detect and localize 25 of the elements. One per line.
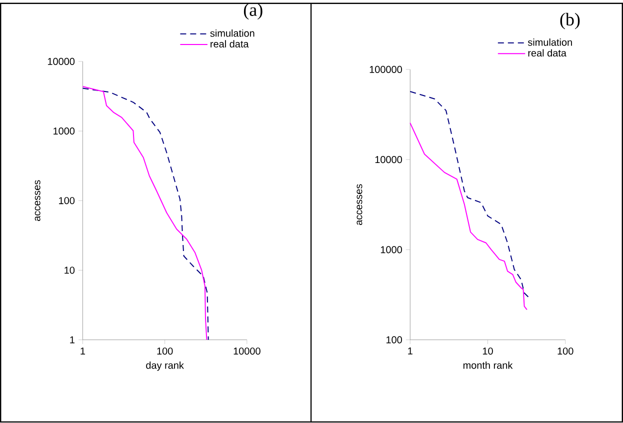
chart-title: (b) — [560, 13, 580, 30]
x-axis-title: month rank — [463, 362, 513, 370]
x-axis-title: day rank — [146, 362, 184, 372]
y-tick-label: 100 — [386, 336, 402, 344]
x-tick-label: 1 — [80, 348, 86, 355]
y-axis-title: accesses — [34, 180, 40, 222]
y-tick-label: 1000 — [54, 128, 75, 135]
x-tick-label: 1 — [408, 348, 412, 355]
y-tick-label: 1 — [70, 336, 74, 344]
chart-title: (a) — [244, 4, 262, 20]
x-tick-label: 10 — [482, 348, 493, 355]
x-tick-label: 100 — [157, 348, 173, 355]
y-axis-title: accesses — [356, 184, 362, 226]
legend-label: real data — [210, 40, 249, 48]
y-tick-label: 100000 — [370, 66, 402, 74]
legend-label: simulation — [528, 38, 572, 46]
y-tick-label: 100 — [59, 197, 75, 204]
x-tick-label: 10000 — [234, 348, 260, 355]
legend-label: simulation — [210, 30, 254, 38]
legend-label: real data — [528, 49, 566, 57]
y-tick-label: 10000 — [48, 58, 75, 66]
y-tick-label: 1000 — [380, 246, 402, 254]
x-tick-label: 100 — [558, 348, 574, 355]
y-tick-label: 10 — [64, 266, 75, 274]
y-tick-label: 10000 — [375, 156, 402, 164]
